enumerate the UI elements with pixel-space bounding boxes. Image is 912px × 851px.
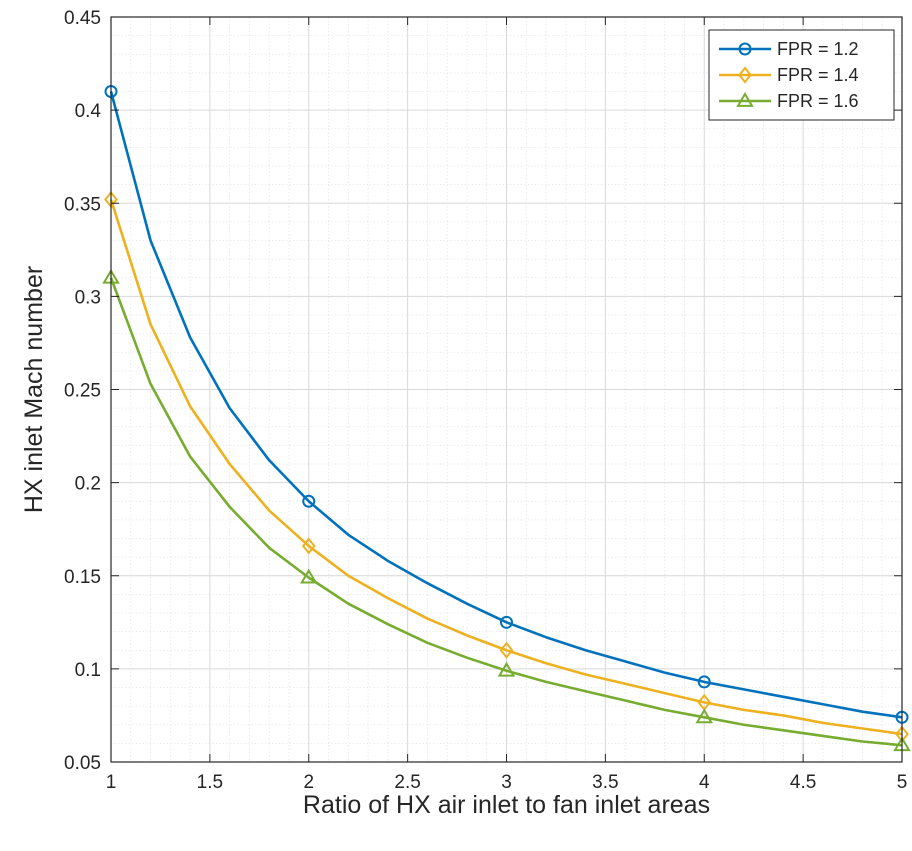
- x-tick-label: 2: [303, 772, 314, 793]
- y-tick-label: 0.4: [75, 101, 102, 122]
- legend-marker: [738, 66, 752, 84]
- data-point-marker: [499, 641, 514, 659]
- data-point-marker: [695, 708, 713, 724]
- series-layer: [102, 85, 911, 752]
- y-tick-label: 0.1: [75, 660, 101, 681]
- x-tick-label: 2.5: [394, 772, 420, 793]
- x-tick-label: 4: [699, 772, 710, 793]
- x-axis-label: Ratio of HX air inlet to fan inlet areas: [303, 791, 710, 819]
- x-tick-label: 3: [501, 772, 512, 793]
- legend-marker: [736, 92, 754, 107]
- legend-item-2: FPR = 1.4: [719, 65, 859, 85]
- series-line: [109, 91, 903, 719]
- y-axis-ticks: 0.05 0.1 0.15 0.2 0.25 0.3 0.35 0.4 0.45: [64, 8, 902, 774]
- legend-label: FPR = 1.2: [777, 39, 859, 59]
- y-tick-label: 0.25: [64, 381, 101, 402]
- legend-label: FPR = 1.4: [777, 65, 859, 85]
- data-point-marker: [301, 537, 316, 555]
- y-tick-label: 0.35: [64, 194, 101, 215]
- series-line: [109, 277, 903, 747]
- legend: FPR = 1.2 FPR = 1.4 FPR = 1.6: [708, 29, 895, 121]
- y-tick-label: 0.45: [64, 8, 101, 29]
- legend-label: FPR = 1.6: [777, 91, 859, 111]
- data-point-marker: [500, 615, 513, 629]
- x-tick-label: 3.5: [592, 772, 618, 793]
- legend-item-3: FPR = 1.6: [719, 91, 859, 111]
- x-tick-label: 4.5: [790, 772, 816, 793]
- legend-marker: [738, 42, 752, 56]
- y-tick-label: 0.15: [64, 567, 101, 588]
- y-tick-label: 0.3: [75, 287, 101, 308]
- x-tick-label: 1.5: [197, 772, 223, 793]
- legend-item-1: FPR = 1.2: [719, 39, 859, 59]
- data-point-marker: [497, 661, 516, 677]
- x-tick-label: 5: [897, 772, 908, 793]
- y-tick-label: 0.05: [64, 753, 101, 774]
- series-line: [109, 199, 903, 736]
- x-axis-ticks: 1 1.5 2 2.5 3 3.5 4 4.5 5: [106, 17, 908, 793]
- data-point-marker: [302, 494, 316, 508]
- y-tick-label: 0.2: [75, 474, 101, 495]
- x-tick-label: 1: [106, 772, 117, 793]
- y-axis-label: HX inlet Mach number: [20, 266, 48, 513]
- series-1: [104, 85, 909, 724]
- data-point-marker: [697, 675, 711, 689]
- data-point-marker: [300, 568, 318, 584]
